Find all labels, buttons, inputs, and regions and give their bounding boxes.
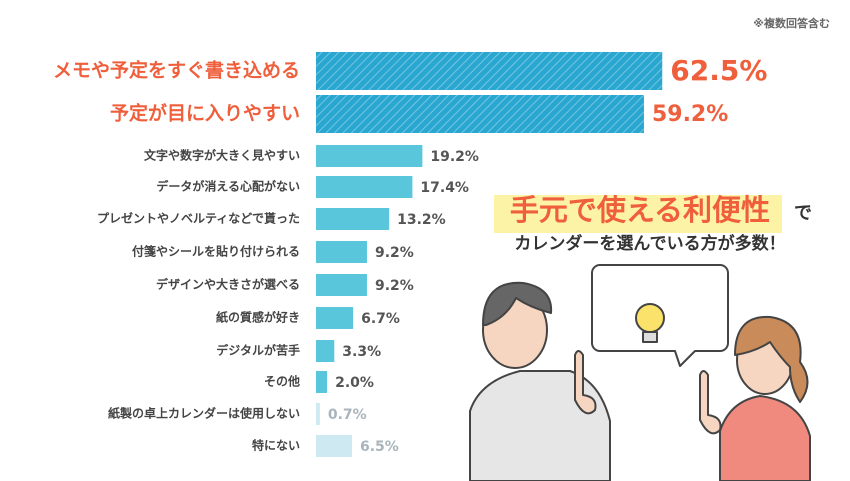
bar	[316, 241, 367, 263]
category-label: デザインや大きさが選べる	[156, 277, 300, 292]
highlight-bg	[494, 195, 782, 233]
annotation-line2: カレンダーを選んでいる方が多数！	[514, 233, 785, 254]
bar-stripes	[316, 95, 644, 133]
category-label: 紙製の卓上カレンダーは使用しない	[108, 406, 300, 421]
bar-stripes	[316, 52, 663, 90]
category-label: 予定が目に入りやすい	[110, 102, 300, 125]
category-label: 付箋やシールを貼り付けられる	[132, 244, 300, 259]
bar	[316, 274, 367, 296]
annotation-highlight: 手元で使える利便性	[510, 193, 770, 227]
illustration	[469, 264, 811, 481]
value-label: 9.2%	[375, 245, 414, 261]
category-label: その他	[264, 374, 300, 389]
value-label: 19.2%	[430, 149, 479, 165]
bar	[316, 145, 423, 167]
bar	[316, 307, 354, 329]
category-label: データが消える心配がない	[156, 179, 300, 194]
category-label: 文字や数字が大きく見やすい	[144, 148, 300, 163]
value-label: 17.4%	[420, 180, 469, 196]
value-label: 9.2%	[375, 278, 414, 294]
bar	[316, 371, 328, 393]
bar	[316, 435, 353, 457]
bar	[316, 340, 335, 362]
value-label: 6.5%	[360, 439, 399, 455]
bar	[316, 176, 413, 198]
bar	[316, 208, 390, 230]
category-label: メモや予定をすぐ書き込める	[53, 59, 300, 82]
note: ※複数回答含む	[753, 16, 830, 30]
category-label: デジタルが苦手	[216, 343, 300, 358]
category-label: 特にない	[252, 438, 300, 453]
value-label: 2.0%	[335, 375, 374, 391]
category-label: プレゼントやノベルティなどで貰った	[97, 211, 300, 226]
value-label: 59.2%	[652, 102, 728, 127]
bar	[316, 403, 320, 425]
value-label: 13.2%	[397, 212, 446, 228]
value-label: 3.3%	[342, 344, 381, 360]
annotation-suffix: で	[794, 203, 812, 224]
category-label: 紙の質感が好き	[216, 310, 300, 325]
value-label: 6.7%	[361, 311, 400, 327]
value-label: 0.7%	[328, 407, 367, 423]
value-label: 62.5%	[670, 54, 767, 87]
